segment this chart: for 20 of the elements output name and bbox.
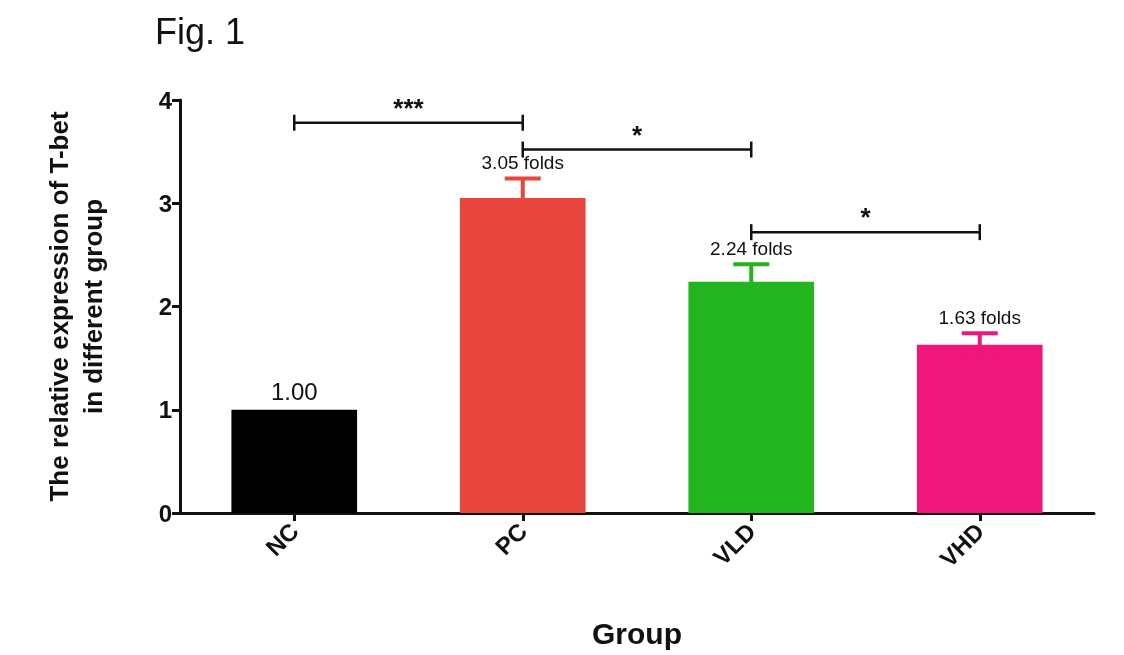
data-label: 1.00 — [270, 378, 318, 406]
data-label: 2.24 folds — [710, 238, 793, 260]
y-axis-title: The relative expression of T-bet in different group — [44, 111, 108, 502]
y-tick-label: 1 — [158, 396, 172, 424]
annotation: * — [631, 119, 643, 150]
data-label: 3.05 folds — [481, 152, 564, 174]
y-tick-label: 2 — [158, 293, 172, 320]
x-tick-label: PC — [489, 517, 533, 561]
annotation: * — [860, 202, 872, 233]
y-tick-label: 4 — [158, 86, 173, 114]
annotation: *** — [393, 92, 425, 123]
data-label: 1.63 folds — [938, 307, 1021, 329]
x-tick-label: VHD — [934, 517, 990, 573]
x-tick-label: NC — [260, 517, 304, 562]
x-axis-title: Group — [592, 616, 682, 650]
y-tick-label: 0 — [158, 499, 172, 527]
bar — [231, 409, 358, 513]
chart-title: Fig. 1 — [155, 10, 246, 52]
x-tick-label: VLD — [707, 517, 761, 571]
y-tick-label: 3 — [158, 189, 172, 217]
